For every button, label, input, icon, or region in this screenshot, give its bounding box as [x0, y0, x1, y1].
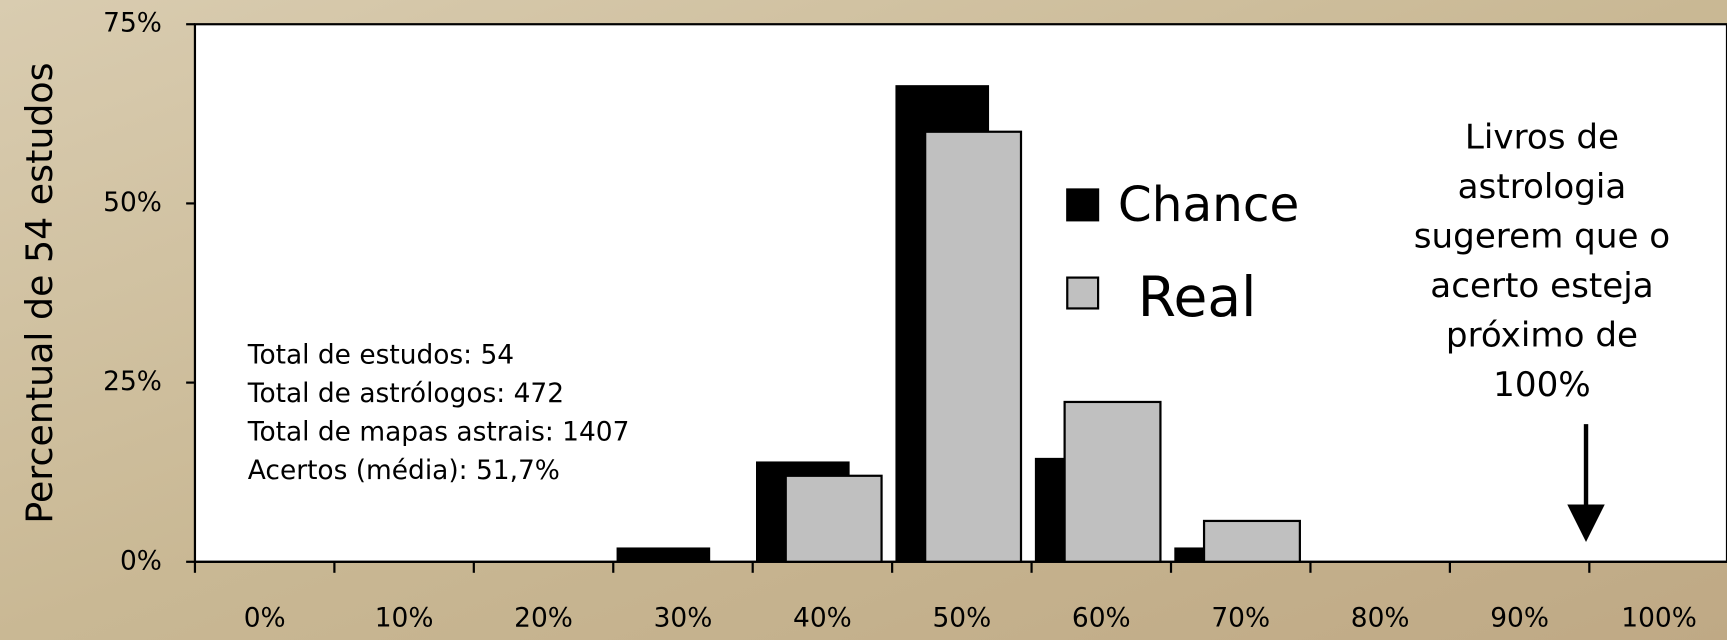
legend-swatch [1066, 188, 1100, 222]
note-annotation: sugerem que o [1414, 216, 1670, 256]
legend-swatch [1066, 276, 1100, 310]
note-annotation: próximo de [1446, 316, 1638, 356]
bar [616, 547, 711, 562]
y-tick-label: 50% [103, 187, 162, 218]
stats-annotation: Acertos (média): 51,7% [248, 455, 560, 486]
bar [924, 130, 1023, 563]
x-tick-label: 80% [1351, 603, 1410, 634]
x-tick-label: 0% [244, 603, 286, 634]
y-tick-label: 0% [120, 545, 162, 576]
x-tick-label: 30% [654, 603, 713, 634]
note-annotation: astrologia [1458, 167, 1627, 207]
y-tick-label: 25% [103, 366, 162, 397]
note-annotation: Livros de [1465, 117, 1619, 157]
x-tick-label: 60% [1072, 603, 1131, 634]
x-tick-label: 90% [1490, 603, 1549, 634]
note-annotation: 100% [1493, 365, 1591, 405]
bar [784, 474, 883, 563]
stats-annotation: Total de astrólogos: 472 [247, 378, 564, 409]
x-tick-label: 50% [932, 603, 991, 634]
x-tick-label: 70% [1211, 603, 1270, 634]
stats-annotation: Total de mapas astrais: 1407 [247, 416, 630, 447]
bar [1063, 400, 1162, 563]
y-axis-label: Percentual de 54 estudos [18, 62, 61, 523]
x-tick-label: 20% [514, 603, 573, 634]
note-arrowhead [1567, 504, 1605, 542]
legend-label: Real [1138, 265, 1257, 329]
stats-annotation: Total de estudos: 54 [247, 339, 514, 370]
note-annotation: acerto esteja [1430, 266, 1653, 306]
x-tick-label: 100% [1621, 603, 1697, 634]
x-tick-label: 10% [375, 603, 434, 634]
legend-label: Chance [1118, 177, 1299, 233]
bar [1202, 519, 1301, 563]
x-tick-label: 40% [793, 603, 852, 634]
y-tick-label: 75% [103, 8, 162, 39]
